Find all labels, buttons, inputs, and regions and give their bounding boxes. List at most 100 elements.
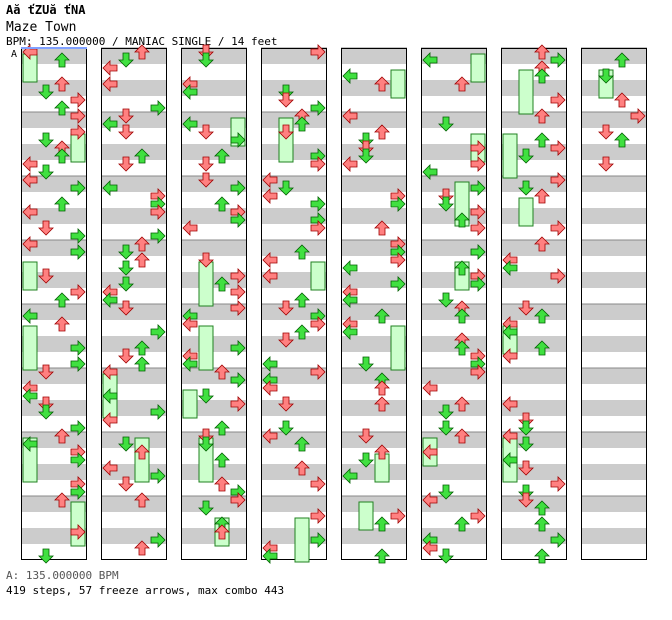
step-arrow-down <box>438 188 454 204</box>
step-arrow-down <box>358 148 374 164</box>
step-arrow-left <box>342 156 358 172</box>
step-arrow-down <box>198 52 214 68</box>
beat-stripe <box>341 496 407 512</box>
step-arrow-right <box>550 140 566 156</box>
step-arrow-right <box>70 420 86 436</box>
step-arrow-down <box>358 452 374 468</box>
beat-stripe <box>581 336 647 352</box>
column-border <box>181 48 247 560</box>
beat-stripe <box>501 496 567 512</box>
step-arrow-down <box>278 420 294 436</box>
step-arrow-left <box>102 364 118 380</box>
step-arrow-left <box>262 356 278 372</box>
beat-stripe <box>581 272 647 288</box>
chart-column-4 <box>261 44 327 564</box>
step-arrow-down <box>518 460 534 476</box>
beat-stripe <box>421 208 487 224</box>
step-arrow-down <box>198 172 214 188</box>
beat-stripe <box>21 240 87 256</box>
step-arrow-left <box>102 460 118 476</box>
step-arrow-up <box>214 148 230 164</box>
step-arrow-down <box>598 124 614 140</box>
step-arrow-left <box>342 292 358 308</box>
beat-stripe <box>261 48 327 64</box>
beat-stripe <box>101 496 167 512</box>
step-arrow-right <box>470 180 486 196</box>
beat-stripe <box>581 144 647 160</box>
column-border <box>261 48 327 560</box>
step-arrow-up <box>534 44 550 60</box>
step-arrow-up <box>294 292 310 308</box>
step-arrow-up <box>54 196 70 212</box>
beat-stripe <box>181 240 247 256</box>
beat-stripe <box>421 464 487 480</box>
beat-stripe <box>501 80 567 96</box>
freeze-arrow <box>502 133 518 179</box>
chart-info: BPM: 135.000000 / MANIAC SINGLE / 14 fee… <box>6 35 278 48</box>
step-arrow-up <box>214 364 230 380</box>
beat-stripe <box>261 528 327 544</box>
beat-stripe <box>501 528 567 544</box>
step-arrow-down <box>518 412 534 428</box>
step-arrow-up <box>214 420 230 436</box>
step-arrow-right <box>310 156 326 172</box>
beat-stripe <box>581 400 647 416</box>
beat-stripe <box>501 240 567 256</box>
step-arrow-down <box>198 124 214 140</box>
step-arrow-up <box>54 428 70 444</box>
chart-column-1 <box>21 44 87 564</box>
step-arrow-up <box>294 244 310 260</box>
beat-stripe <box>181 336 247 352</box>
beat-stripe <box>421 80 487 96</box>
beat-stripe <box>21 208 87 224</box>
step-arrow-down <box>438 116 454 132</box>
step-arrow-left <box>342 260 358 276</box>
step-arrow-left <box>502 396 518 412</box>
step-arrow-down <box>38 364 54 380</box>
beat-stripe <box>501 112 567 128</box>
step-arrow-left <box>182 84 198 100</box>
step-arrow-left <box>422 444 438 460</box>
step-arrow-up <box>214 524 230 540</box>
step-arrow-up <box>54 292 70 308</box>
column-border <box>501 48 567 560</box>
beat-stripe <box>181 144 247 160</box>
step-arrow-down <box>118 300 134 316</box>
beat-stripe <box>21 80 87 96</box>
beat-stripe <box>21 304 87 320</box>
column-border <box>581 48 647 560</box>
bpm-marker-label: A <box>11 49 17 60</box>
beat-stripe <box>581 48 647 64</box>
step-arrow-down <box>438 484 454 500</box>
step-arrow-right <box>230 180 246 196</box>
step-arrow-right <box>390 252 406 268</box>
step-arrow-left <box>342 324 358 340</box>
beat-stripe <box>421 112 487 128</box>
step-arrow-up <box>374 124 390 140</box>
freeze-arrow <box>390 325 406 371</box>
step-arrow-left <box>502 428 518 444</box>
step-arrow-up <box>614 132 630 148</box>
step-arrow-right <box>70 284 86 300</box>
beat-stripe <box>341 368 407 384</box>
step-arrow-right <box>150 204 166 220</box>
beat-stripe <box>501 48 567 64</box>
step-arrow-down <box>518 492 534 508</box>
beat-stripe <box>101 112 167 128</box>
step-arrow-up <box>534 516 550 532</box>
step-arrow-right <box>470 244 486 260</box>
step-arrow-down <box>38 84 54 100</box>
step-arrow-up <box>374 396 390 412</box>
beat-stripe <box>421 400 487 416</box>
beat-stripe <box>581 432 647 448</box>
step-arrow-right <box>230 212 246 228</box>
beat-stripe <box>261 304 327 320</box>
step-arrow-up <box>134 44 150 60</box>
step-arrow-down <box>278 124 294 140</box>
beat-stripe <box>421 240 487 256</box>
step-arrow-left <box>22 172 38 188</box>
step-arrow-up <box>454 516 470 532</box>
step-arrow-right <box>230 372 246 388</box>
song-subtitle: Maze Town <box>6 20 77 35</box>
